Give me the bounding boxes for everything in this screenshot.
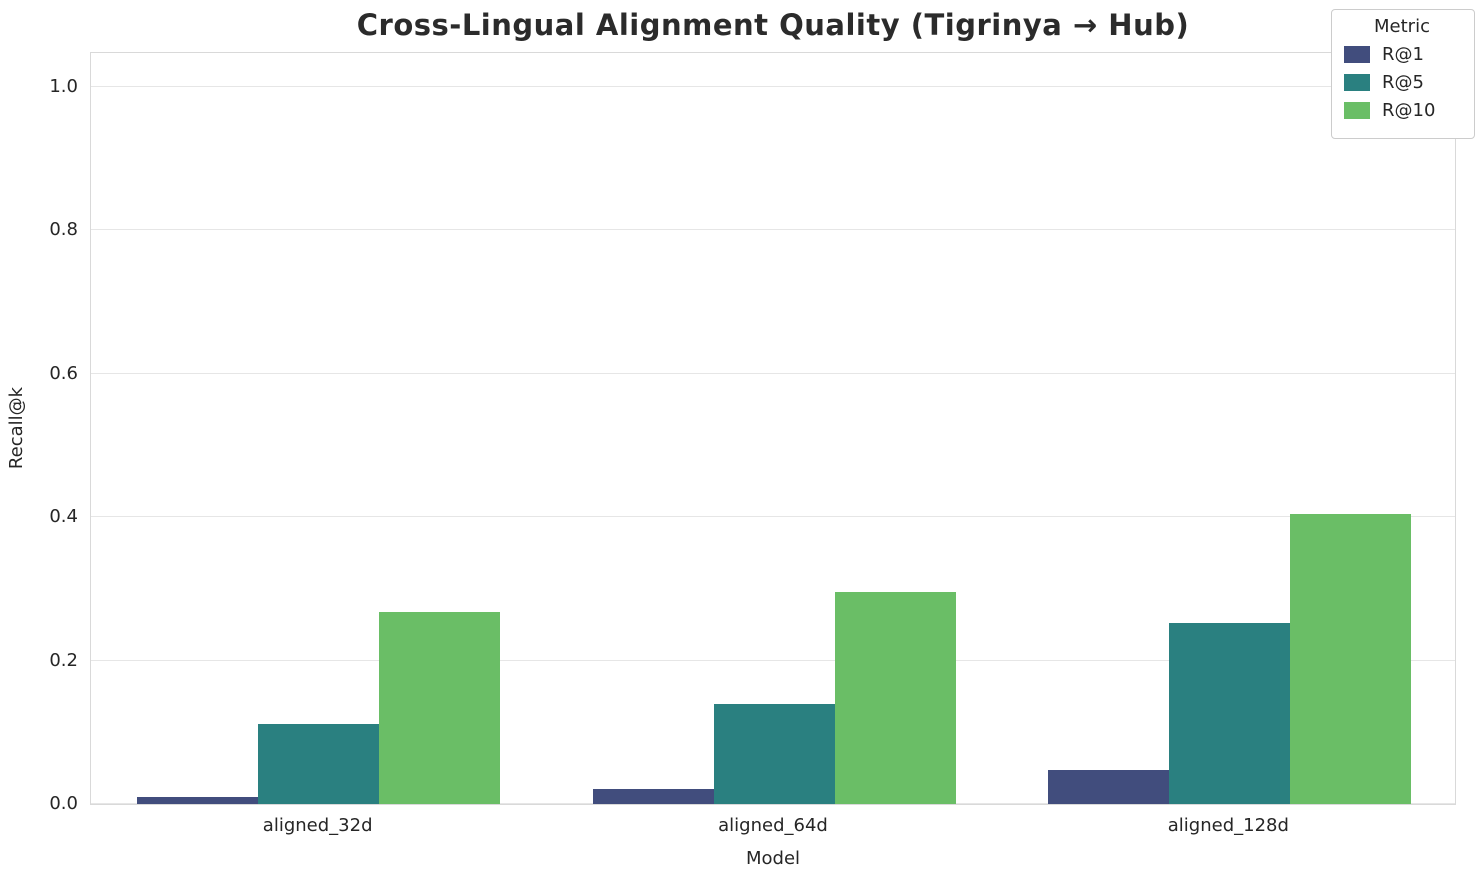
gridline bbox=[91, 229, 1455, 231]
chart-title: Cross-Lingual Alignment Quality (Tigriny… bbox=[356, 8, 1190, 42]
gridline bbox=[91, 86, 1455, 87]
bar-aligned_64d-Rat5 bbox=[714, 704, 835, 804]
legend-label: R@1 bbox=[1382, 44, 1424, 65]
bar-aligned_128d-Rat10 bbox=[1290, 514, 1411, 804]
y-tick-label: 0.8 bbox=[49, 219, 78, 241]
bar-aligned_32d-Rat10 bbox=[379, 612, 500, 804]
legend-title: Metric bbox=[1374, 16, 1430, 37]
y-tick-label: 0.4 bbox=[49, 506, 78, 528]
legend: Metric R@1 R@5 R@10 bbox=[1331, 9, 1475, 139]
legend-swatch-icon bbox=[1344, 74, 1370, 91]
bar-aligned_64d-Rat10 bbox=[835, 592, 956, 804]
plot-area bbox=[90, 52, 1456, 805]
legend-label: R@5 bbox=[1382, 72, 1424, 93]
bar-aligned_32d-Rat5 bbox=[258, 724, 379, 804]
y-axis-label: Recall@k bbox=[6, 386, 27, 470]
gridline bbox=[91, 659, 1455, 661]
bar-aligned_64d-Rat1 bbox=[593, 789, 714, 804]
bar-aligned_128d-Rat5 bbox=[1169, 623, 1290, 804]
bar-aligned_128d-Rat1 bbox=[1048, 770, 1169, 804]
gridline bbox=[91, 372, 1455, 374]
gridline bbox=[91, 516, 1455, 518]
y-tick-label: 0.6 bbox=[49, 362, 78, 384]
legend-label: R@10 bbox=[1382, 100, 1436, 121]
y-tick-label: 1.0 bbox=[49, 76, 78, 97]
legend-swatch-icon bbox=[1344, 46, 1370, 63]
x-tick-label-aligned_32d: aligned_32d bbox=[262, 815, 373, 836]
x-tick-label-aligned_64d: aligned_64d bbox=[718, 815, 828, 836]
legend-swatch-icon bbox=[1344, 102, 1370, 119]
legend-entries: R@1 R@5 R@10 bbox=[1344, 44, 1460, 121]
y-tick-label: 0.0 bbox=[49, 793, 78, 814]
legend-entry-Rat10: R@10 bbox=[1344, 100, 1460, 121]
legend-entry-Rat5: R@5 bbox=[1344, 72, 1460, 93]
legend-entry-Rat1: R@1 bbox=[1344, 44, 1460, 65]
y-tick-label: 0.2 bbox=[49, 649, 78, 671]
x-tick-label-aligned_128d: aligned_128d bbox=[1167, 815, 1289, 836]
x-axis-label: Model bbox=[745, 848, 801, 869]
bar-aligned_32d-Rat1 bbox=[137, 797, 258, 804]
